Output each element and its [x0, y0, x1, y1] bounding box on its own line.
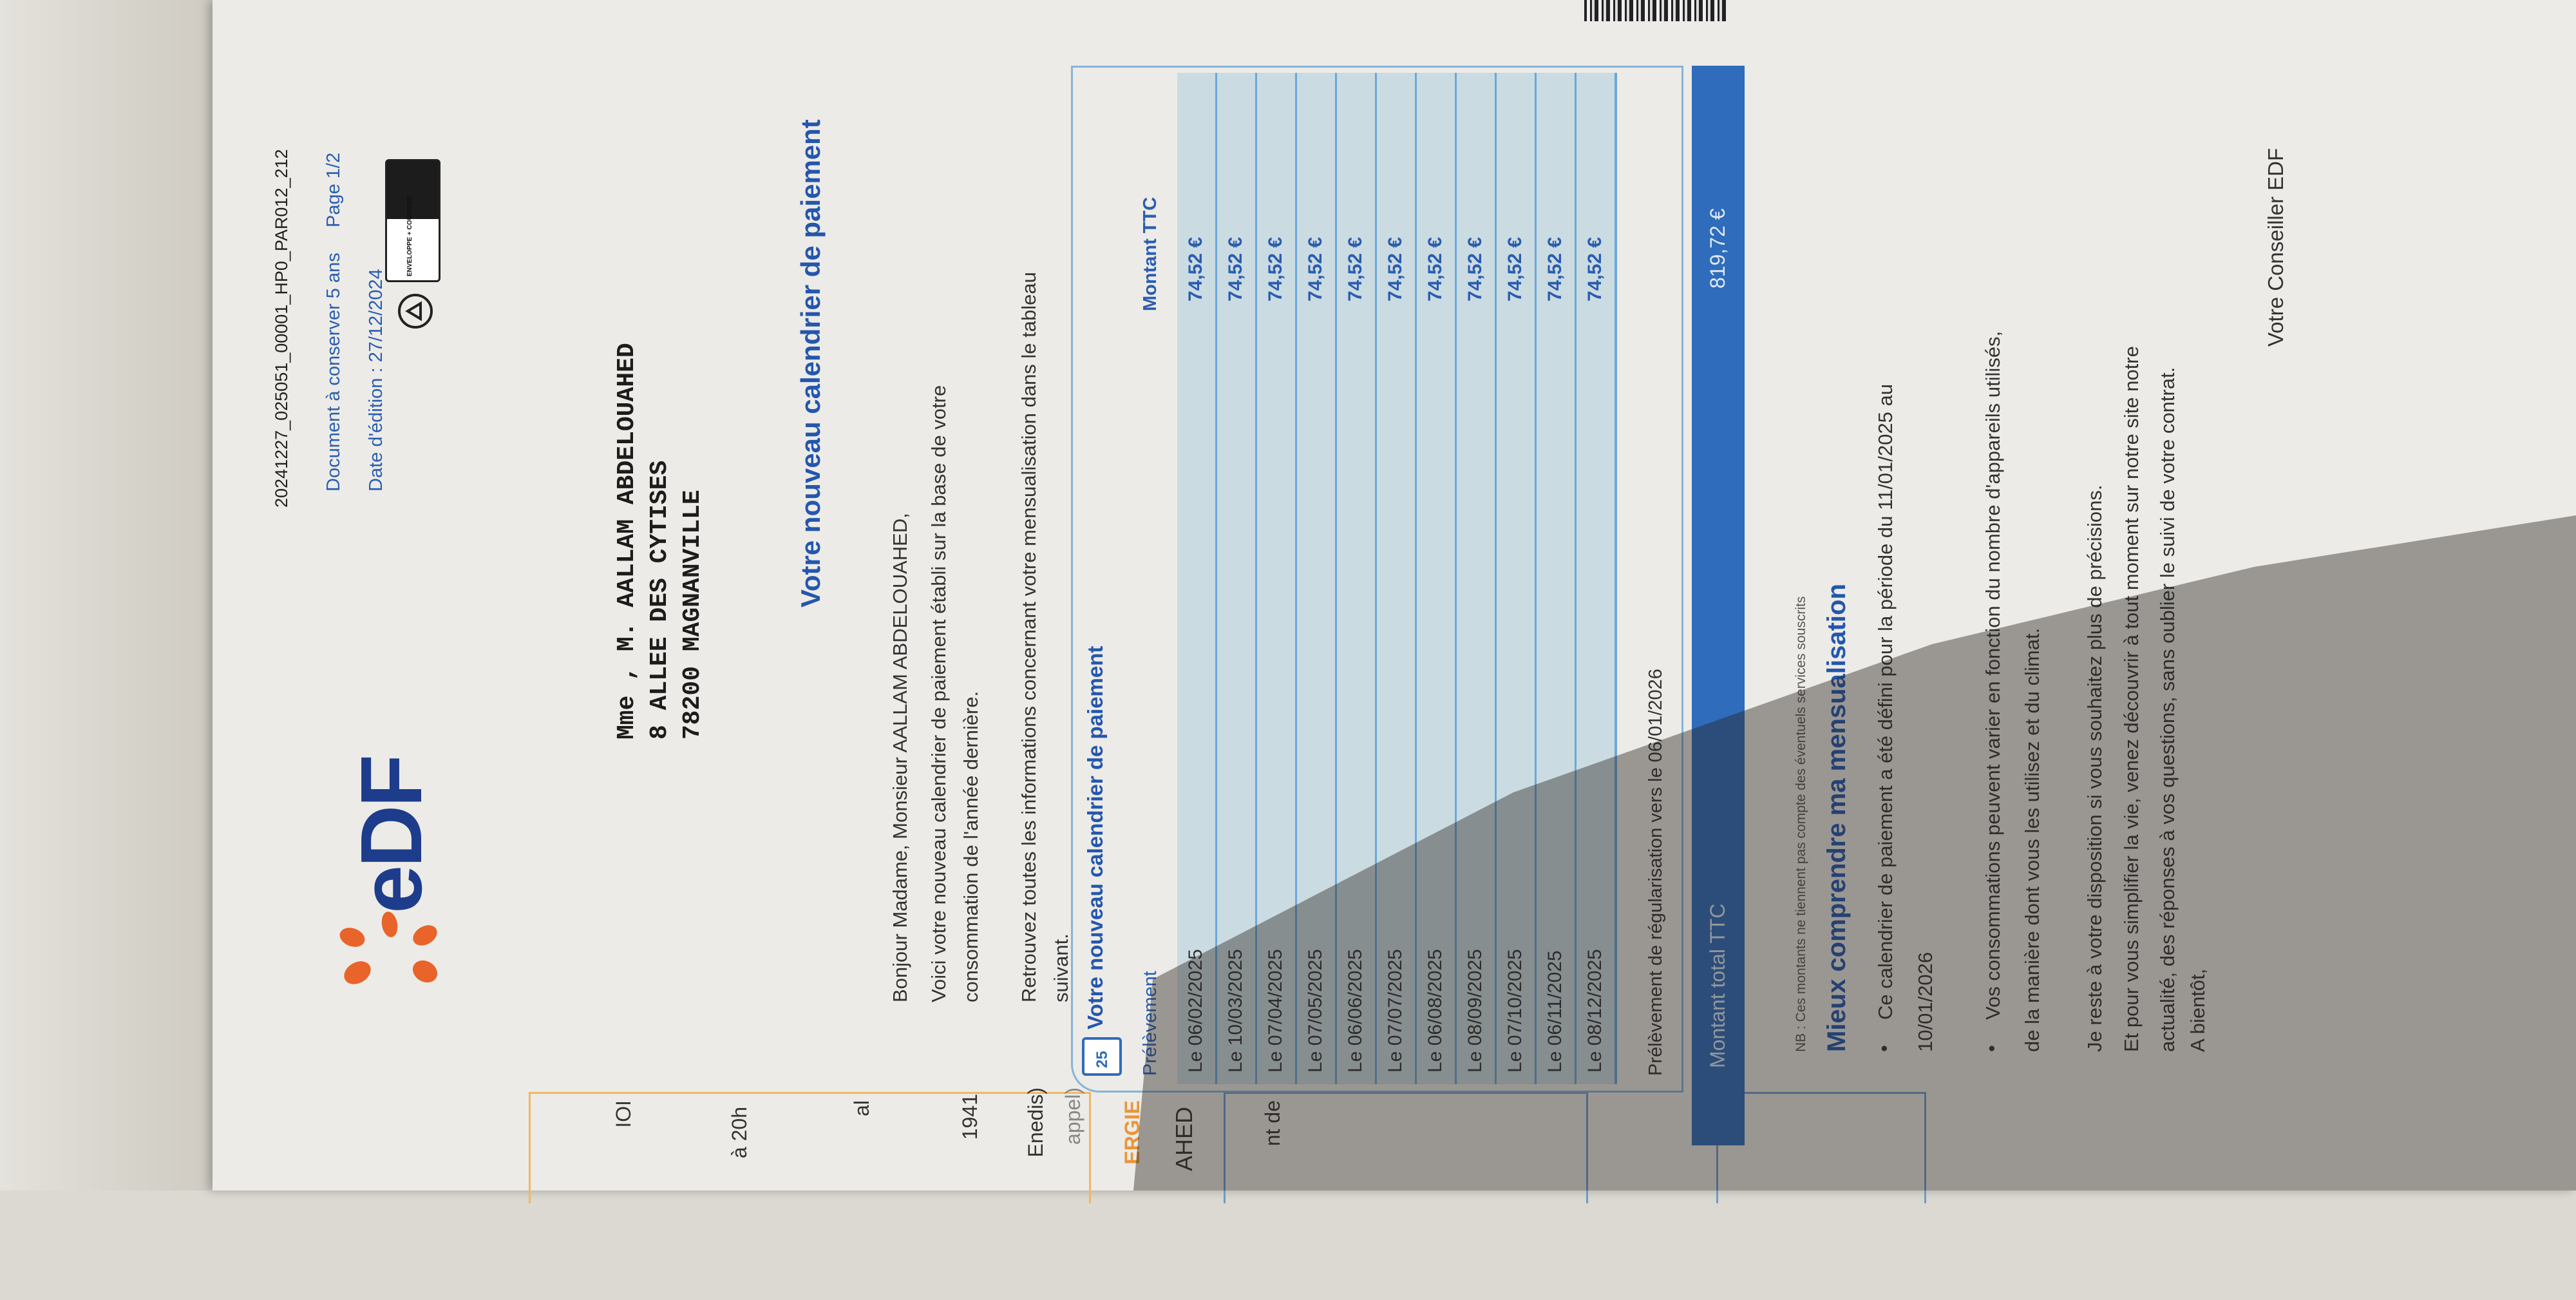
row-date: Le 10/03/2025: [1225, 949, 1246, 1073]
farewell: A bientôt,: [2186, 968, 2209, 1052]
calendar-icon: 25: [1082, 1037, 1122, 1076]
row-amount: 74,52 €: [1225, 236, 1246, 301]
sidebar-box-blue-2: [1716, 1092, 1926, 1203]
triman-label: ENVELOPPE + COURRIER: [406, 195, 413, 276]
closing-line: Je reste à votre disposition si vous sou…: [2083, 484, 2106, 1052]
row-date: Le 07/07/2025: [1385, 949, 1406, 1073]
nb-note: NB : Ces montants ne tiennent pas compte…: [1794, 596, 1808, 1052]
sidebar-fragment: IOI: [612, 1100, 635, 1128]
address-line: 8 ALLEE DES CYTISES: [646, 460, 674, 740]
closing-line: Et pour vous simplifier la vie, venez dé…: [2120, 346, 2143, 1052]
row-date: Le 06/08/2025: [1425, 949, 1446, 1073]
info-heading: Mieux comprendre ma mensualisation: [1823, 584, 1851, 1052]
table-row: Le 06/11/2025 74,52 €: [1537, 73, 1577, 1084]
triman-box: ENVELOPPE + COURRIER: [385, 159, 440, 282]
bullet-line: Ce calendrier de paiement a été défini p…: [1874, 384, 1897, 1020]
table-row: Le 06/02/2025 74,52 €: [1177, 73, 1218, 1084]
bullet-line: de la manière dont vous les utilisez et …: [2021, 627, 2043, 1052]
address-line: 78200 MAGNANVILLE: [679, 490, 706, 740]
row-date: Le 07/04/2025: [1265, 949, 1286, 1073]
sidebar-fragment: AHED: [1171, 1107, 1197, 1172]
bullet-icon: •: [1980, 1045, 2003, 1052]
row-amount: 74,52 €: [1544, 236, 1566, 301]
row-amount: 74,52 €: [1584, 236, 1605, 301]
table-row: Le 07/05/2025 74,52 €: [1297, 73, 1338, 1084]
closing-line: actualité, des réponses à vos questions,…: [2156, 367, 2179, 1052]
sidebar-fragment: 1941: [958, 1094, 981, 1140]
row-date: Le 06/11/2025: [1544, 950, 1566, 1073]
recycling-icon: [398, 294, 433, 329]
total-label: Montant total TTC: [1706, 903, 1729, 1068]
table-row: Le 06/08/2025 74,52 €: [1417, 73, 1457, 1084]
sidebar-fragment: à 20h: [728, 1107, 751, 1159]
letter-document: IOI à 20h al 1941 Enedis) appel) ERGIE A…: [213, 0, 2576, 1203]
edf-petals-logo: [339, 912, 438, 984]
row-amount: 74,52 €: [1464, 236, 1486, 301]
table-row: Le 08/09/2025 74,52 €: [1457, 73, 1497, 1084]
sidebar-fragment: al: [850, 1100, 873, 1116]
row-date: Le 06/06/2025: [1345, 949, 1366, 1073]
info-line: Retrouvez toutes les informations concer…: [1018, 272, 1040, 1002]
table-row: Le 07/10/2025 74,52 €: [1497, 73, 1537, 1084]
regularisation-note: Prélèvement de régularisation vers le 06…: [1645, 669, 1666, 1076]
table-row: Le 08/12/2025 74,52 €: [1577, 73, 1617, 1084]
bullet-line: Vos consommations peuvent varier en fonc…: [1982, 330, 2004, 1020]
total-value: 819,72 €: [1706, 208, 1729, 289]
sidebar-fragment: nt de: [1261, 1100, 1284, 1147]
row-date: Le 08/09/2025: [1464, 949, 1486, 1073]
bullet-line: 10/01/2026: [1914, 951, 1937, 1052]
row-amount: 74,52 €: [1305, 236, 1326, 301]
greeting: Bonjour Madame, Monsieur AALLAM ABDELOUA…: [889, 513, 911, 1002]
column-header-amount: Montant TTC: [1140, 196, 1160, 311]
table-row: Le 06/06/2025 74,52 €: [1337, 73, 1378, 1084]
table-row: Le 07/04/2025 74,52 €: [1257, 73, 1298, 1084]
letter-title: Votre nouveau calendrier de paiement: [795, 119, 826, 607]
row-date: Le 06/02/2025: [1185, 949, 1206, 1073]
document-reference: 20241227_025051_00001_HP0_PAR012_212: [272, 149, 291, 508]
column-header-date: Prélèvement: [1140, 971, 1160, 1076]
sidebar-fragment: Enedis): [1024, 1087, 1047, 1158]
row-amount: 74,52 €: [1385, 236, 1406, 301]
signature: Votre Conseiller EDF: [2264, 148, 2287, 347]
row-date: Le 07/10/2025: [1504, 949, 1526, 1073]
keep-notice: Document à conserver 5 ans: [323, 253, 344, 492]
address-line: Mme , M. AALLAM ABDELOUAHED: [613, 343, 641, 740]
row-amount: 74,52 €: [1265, 236, 1286, 301]
barcode: [1584, 0, 1726, 21]
row-amount: 74,52 €: [1504, 236, 1526, 301]
table-surface: [0, 0, 219, 1190]
edition-date: Date d'édition : 27/12/2024: [366, 269, 386, 492]
table-row: Le 10/03/2025 74,52 €: [1217, 73, 1258, 1084]
intro-line: consommation de l'année dernière.: [960, 691, 982, 1002]
sidebar-fragment: ERGIE: [1121, 1100, 1144, 1165]
row-amount: 74,52 €: [1185, 236, 1206, 301]
table-title: Votre nouveau calendrier de paiement: [1083, 645, 1107, 1029]
edf-logo-text: eDF: [343, 756, 440, 913]
sidebar-fragment: appel): [1061, 1087, 1084, 1145]
table-row: Le 07/07/2025 74,52 €: [1377, 73, 1417, 1084]
page-number: Page 1/2: [323, 152, 344, 227]
total-band: Montant total TTC 819,72 €: [1692, 66, 1745, 1145]
intro-line: Voici votre nouveau calendrier de paieme…: [927, 385, 950, 1002]
bullet-icon: •: [1873, 1045, 1895, 1052]
calendar-day: 25: [1094, 1051, 1111, 1068]
info-line: suivant.: [1050, 933, 1072, 1002]
row-amount: 74,52 €: [1425, 236, 1446, 301]
row-amount: 74,52 €: [1345, 236, 1366, 301]
row-date: Le 07/05/2025: [1305, 949, 1326, 1073]
row-date: Le 08/12/2025: [1584, 949, 1605, 1073]
